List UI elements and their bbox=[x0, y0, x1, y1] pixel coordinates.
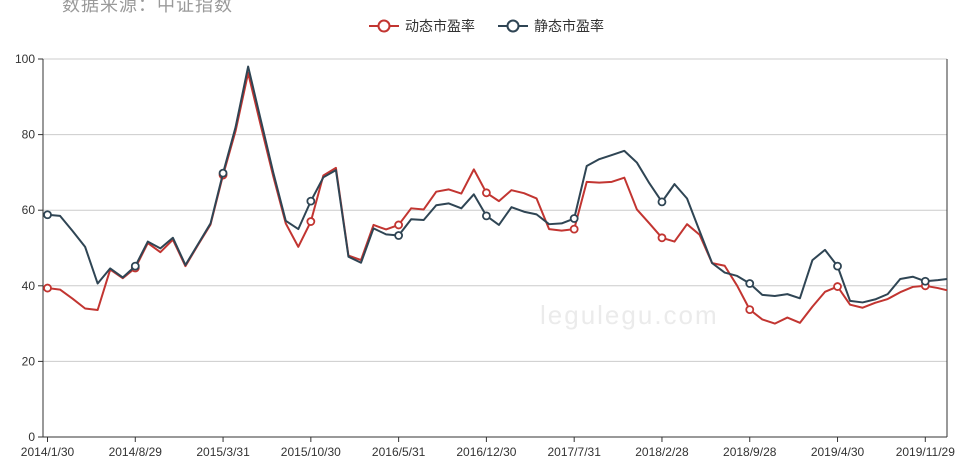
data-point-marker bbox=[43, 283, 52, 293]
y-tick-label: 100 bbox=[15, 52, 35, 66]
data-point-marker bbox=[218, 168, 228, 178]
legend-item-dynamic-pe[interactable]: 动态市盈率 bbox=[368, 16, 475, 36]
data-point-marker bbox=[745, 305, 755, 315]
x-tick-label: 2018/2/28 bbox=[635, 445, 689, 459]
data-point-marker bbox=[306, 217, 316, 226]
x-tick-label: 2019/11/29 bbox=[896, 445, 955, 459]
y-tick-label: 20 bbox=[22, 354, 36, 368]
x-tick-label: 2018/9/28 bbox=[723, 445, 777, 459]
data-point-marker bbox=[394, 220, 404, 230]
legend-label-static-pe: 静态市盈率 bbox=[534, 18, 604, 34]
data-point-marker bbox=[657, 233, 667, 243]
data-point-marker bbox=[833, 282, 842, 291]
data-point-marker bbox=[481, 188, 491, 198]
data-point-marker bbox=[833, 261, 842, 271]
watermark: legulegu.com bbox=[540, 300, 719, 330]
legend-marker-dynamic-pe-icon bbox=[369, 19, 399, 33]
x-tick-label: 2016/5/31 bbox=[372, 445, 426, 459]
data-point-marker bbox=[569, 214, 579, 223]
x-tick-label: 2015/3/31 bbox=[196, 445, 250, 459]
x-tick-label: 2014/8/29 bbox=[109, 445, 163, 459]
x-tick-label: 2015/10/30 bbox=[281, 445, 341, 459]
legend-marker-static-pe-icon bbox=[498, 19, 528, 33]
data-point-marker bbox=[306, 196, 316, 206]
data-point-marker bbox=[130, 261, 140, 271]
data-point-marker bbox=[920, 276, 930, 286]
x-tick-label: 2017/7/31 bbox=[547, 445, 601, 459]
series-line-static-pe bbox=[46, 65, 947, 304]
x-tick-label: 2019/4/30 bbox=[811, 445, 865, 459]
data-point-marker bbox=[481, 211, 491, 221]
data-point-marker bbox=[569, 224, 579, 234]
legend-item-static-pe[interactable]: 静态市盈率 bbox=[497, 16, 604, 36]
y-tick-label: 80 bbox=[22, 128, 36, 142]
x-tick-label: 2016/12/30 bbox=[456, 445, 516, 459]
data-point-marker bbox=[657, 197, 667, 207]
data-source-note: 数据来源：中证指数 bbox=[62, 0, 233, 15]
y-tick-label: 60 bbox=[22, 203, 36, 217]
data-point-marker bbox=[43, 210, 52, 220]
x-tick-label: 2014/1/30 bbox=[21, 445, 75, 459]
legend-label-dynamic-pe: 动态市盈率 bbox=[405, 18, 475, 34]
y-tick-label: 0 bbox=[28, 430, 35, 444]
chart-legend: 动态市盈率 静态市盈率 bbox=[368, 16, 604, 36]
data-point-marker bbox=[745, 279, 755, 288]
data-point-marker bbox=[394, 231, 404, 240]
y-tick-label: 40 bbox=[22, 279, 36, 293]
